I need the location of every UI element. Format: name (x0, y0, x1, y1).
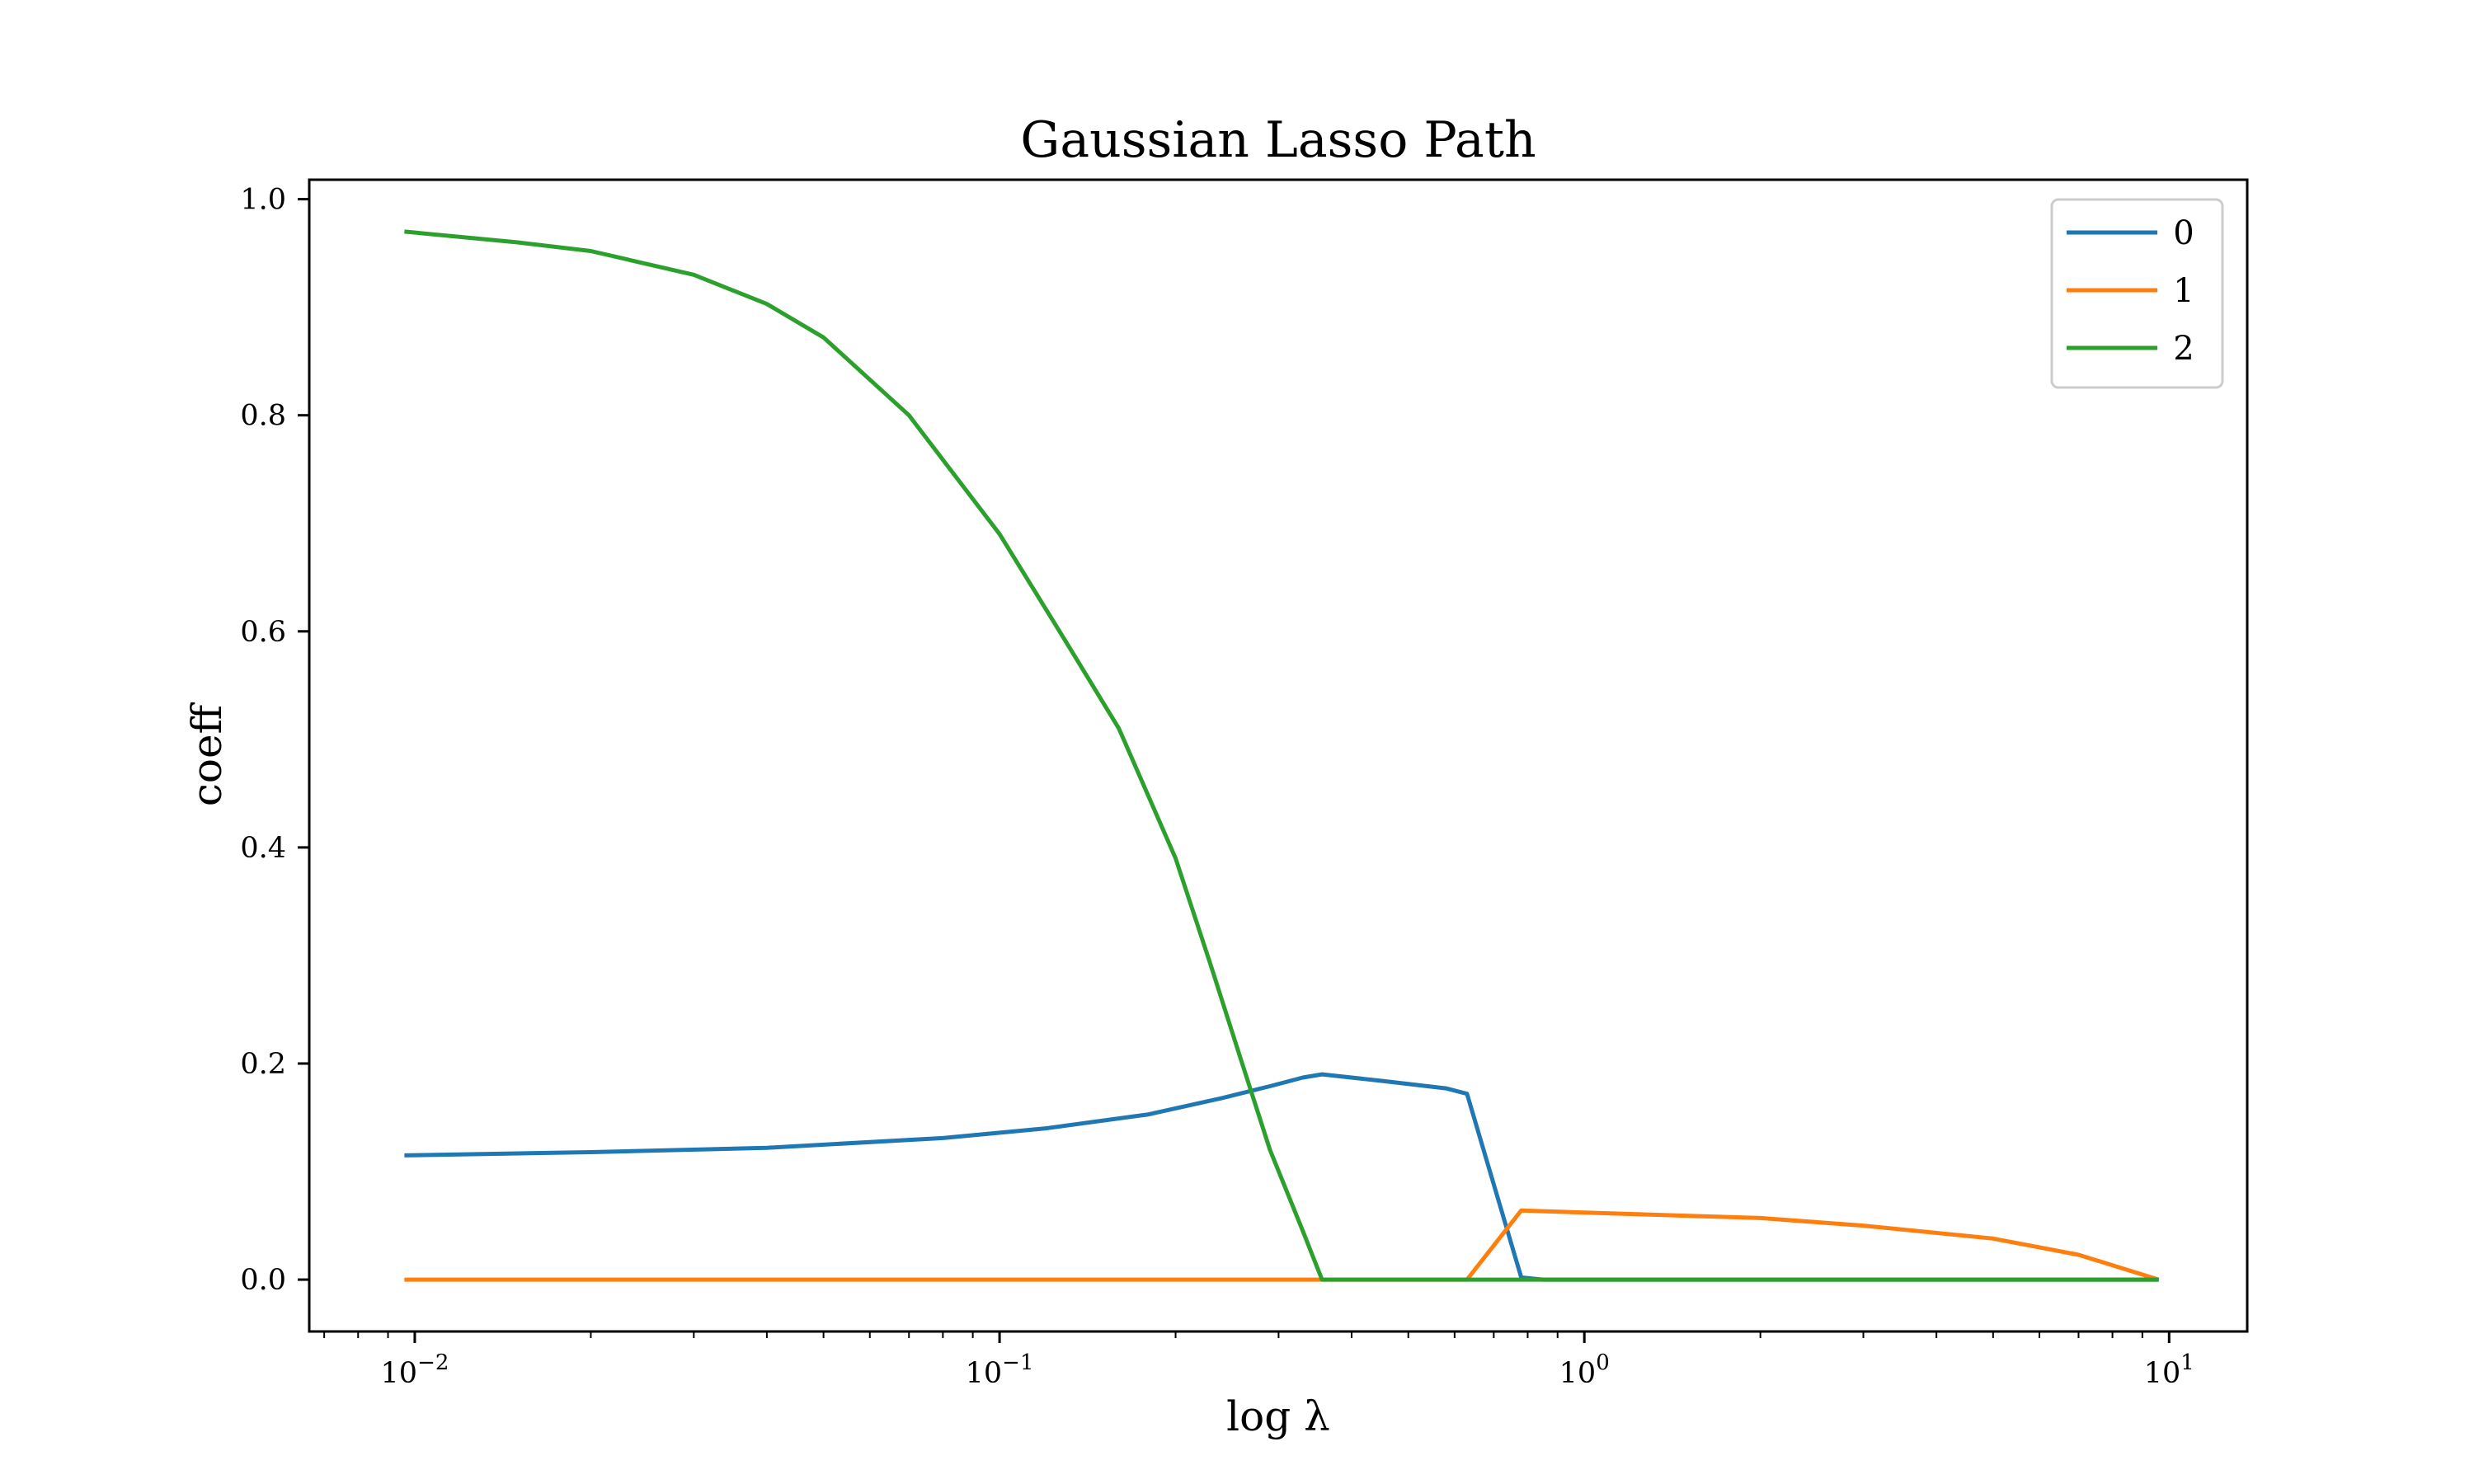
y-tick-label: 0.6 (240, 616, 286, 649)
legend: 0 1 2 (2050, 198, 2224, 389)
series-line-2 (404, 229, 2159, 1282)
y-tick-label: 0.4 (240, 832, 286, 865)
ticks-layer: 0.0 0.2 0.4 0.6 0.8 1.0 10−2 10−1 100 101 (240, 184, 2194, 1390)
y-tick-label: 0.2 (240, 1048, 286, 1081)
x-tick-label: 100 (1559, 1350, 1610, 1390)
legend-label-2: 2 (2173, 330, 2194, 368)
legend-box (2050, 198, 2224, 389)
chart-title: Gaussian Lasso Path (1020, 111, 1536, 169)
x-axis-label: log λ (1226, 1392, 1330, 1440)
y-tick-label: 1.0 (240, 184, 286, 217)
x-tick-label: 101 (2144, 1350, 2194, 1390)
series-line-1 (404, 1208, 2160, 1282)
x-tick-label: 10−1 (966, 1350, 1034, 1390)
y-axis-label: coeff (183, 702, 231, 806)
legend-label-1: 1 (2173, 272, 2194, 310)
y-tick-label: 0.8 (240, 400, 286, 433)
legend-label-0: 0 (2173, 214, 2194, 252)
x-tick-label: 10−2 (381, 1350, 449, 1390)
y-tick-label: 0.0 (240, 1264, 286, 1297)
series-layer (404, 229, 2160, 1282)
